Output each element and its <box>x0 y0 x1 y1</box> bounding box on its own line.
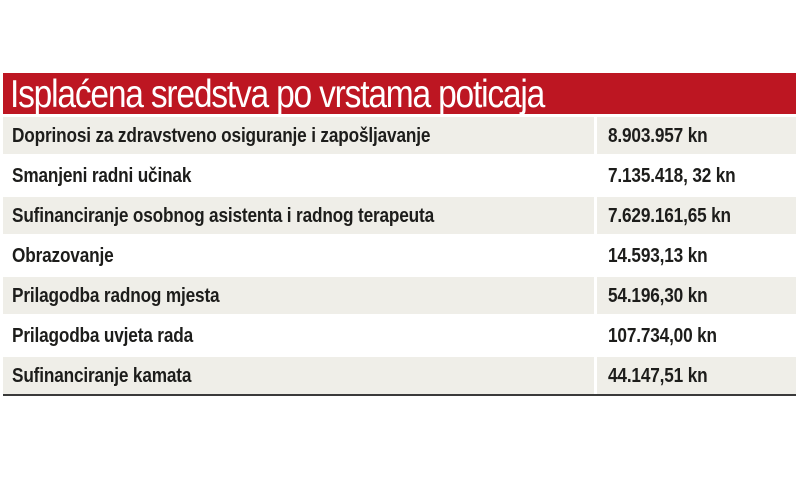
table-row: Sufinanciranje osobnog asistenta i radno… <box>3 197 796 234</box>
table-row: Doprinosi za zdravstveno osiguranje i za… <box>3 117 796 154</box>
amount: 107.734,00 kn <box>608 323 717 347</box>
amount-cell: 107.734,00 kn <box>597 317 796 354</box>
funds-table: Isplaćena sredstva po vrstama poticaja D… <box>3 73 796 396</box>
amount: 7.135.418, 32 kn <box>608 163 736 187</box>
amount: 14.593,13 kn <box>608 243 708 267</box>
amount: 7.629.161,65 kn <box>608 203 731 227</box>
amount-cell: 7.629.161,65 kn <box>597 197 796 234</box>
incentive-name: Sufinanciranje kamata <box>12 363 192 387</box>
amount: 8.903.957 kn <box>608 123 708 147</box>
table-body: Doprinosi za zdravstveno osiguranje i za… <box>3 117 796 394</box>
incentive-name: Doprinosi za zdravstveno osiguranje i za… <box>12 123 431 147</box>
incentive-name: Prilagodba uvjeta rada <box>12 323 194 347</box>
incentive-name-cell: Sufinanciranje osobnog asistenta i radno… <box>3 197 594 234</box>
amount-cell: 8.903.957 kn <box>597 117 796 154</box>
amount-cell: 44.147,51 kn <box>597 357 796 394</box>
incentive-name-cell: Prilagodba uvjeta rada <box>3 317 594 354</box>
amount: 54.196,30 kn <box>608 283 708 307</box>
incentive-name: Smanjeni radni učinak <box>12 163 192 187</box>
table-row: Prilagodba radnog mjesta 54.196,30 kn <box>3 277 796 314</box>
amount-cell: 7.135.418, 32 kn <box>597 157 796 194</box>
incentive-name-cell: Smanjeni radni učinak <box>3 157 594 194</box>
incentive-name-cell: Sufinanciranje kamata <box>3 357 594 394</box>
table-row: Obrazovanje 14.593,13 kn <box>3 237 796 274</box>
table-bottom-rule <box>3 394 796 396</box>
table-title-bar: Isplaćena sredstva po vrstama poticaja <box>3 73 796 114</box>
incentive-name: Obrazovanje <box>12 243 114 267</box>
table-row: Smanjeni radni učinak 7.135.418, 32 kn <box>3 157 796 194</box>
incentive-name-cell: Doprinosi za zdravstveno osiguranje i za… <box>3 117 594 154</box>
table-row: Prilagodba uvjeta rada 107.734,00 kn <box>3 317 796 354</box>
amount-cell: 14.593,13 kn <box>597 237 796 274</box>
incentive-name: Prilagodba radnog mjesta <box>12 283 220 307</box>
amount-cell: 54.196,30 kn <box>597 277 796 314</box>
table-row: Sufinanciranje kamata 44.147,51 kn <box>3 357 796 394</box>
incentive-name-cell: Prilagodba radnog mjesta <box>3 277 594 314</box>
amount: 44.147,51 kn <box>608 363 708 387</box>
incentive-name-cell: Obrazovanje <box>3 237 594 274</box>
table-title: Isplaćena sredstva po vrstama poticaja <box>10 73 545 114</box>
incentive-name: Sufinanciranje osobnog asistenta i radno… <box>12 203 435 227</box>
